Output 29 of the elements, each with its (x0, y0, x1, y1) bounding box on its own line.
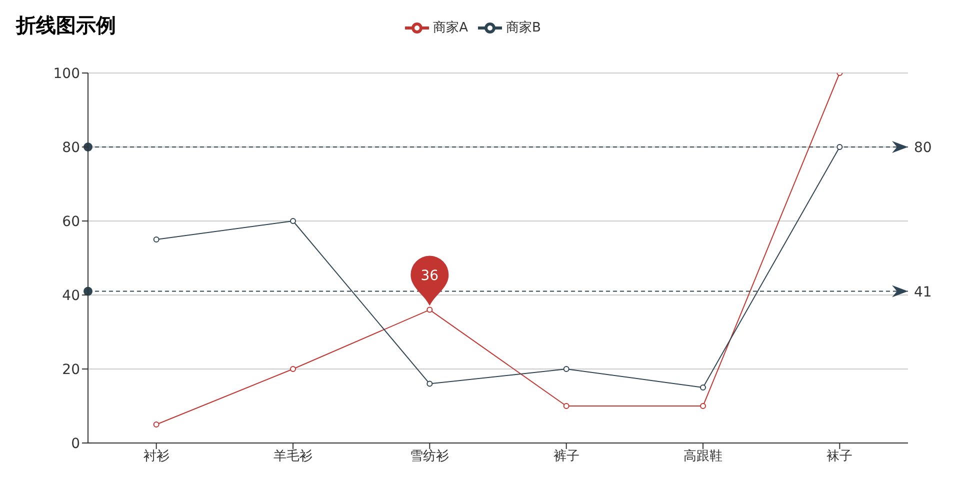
point (426, 306, 433, 313)
point (836, 144, 843, 150)
legend-label: 商家A (433, 20, 468, 36)
x-tick-label: 裤子 (553, 449, 580, 464)
y-tick-label: 60 (62, 214, 80, 230)
point (563, 366, 570, 372)
y-tick-label: 80 (62, 140, 80, 156)
point (563, 403, 570, 409)
point (153, 236, 160, 242)
y-tick-label: 100 (53, 66, 80, 82)
x-tick-label: 雪纺衫 (410, 449, 450, 464)
x-tick-label: 羊毛衫 (274, 449, 312, 464)
x-tick-label: 袜子 (826, 449, 853, 464)
y-tick-label: 0 (71, 436, 80, 452)
point (700, 403, 706, 409)
point (290, 366, 296, 372)
y-tick-label: 20 (62, 362, 80, 378)
y-tick-label: 40 (62, 288, 80, 304)
point (290, 218, 296, 224)
legend-label: 商家B (506, 20, 541, 36)
point (153, 422, 160, 428)
ref-line-label: 80 (914, 140, 932, 156)
point (700, 384, 706, 390)
x-tick-label: 高跟鞋 (684, 448, 722, 464)
ref-line-label: 41 (914, 284, 932, 300)
point (426, 380, 433, 387)
chart-title: 折线图示例 (16, 12, 116, 39)
x-tick-label: 衬衫 (143, 449, 170, 464)
annotation: 36 (420, 268, 439, 284)
